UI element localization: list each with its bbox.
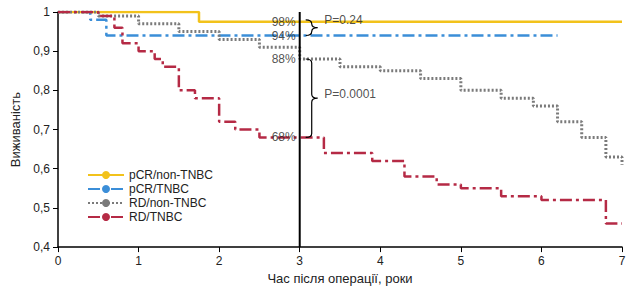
svg-text:0: 0 [55, 254, 62, 268]
svg-text:Виживаність: Виживаність [8, 92, 23, 167]
svg-text:4: 4 [377, 254, 384, 268]
svg-text:1: 1 [43, 5, 50, 19]
svg-text:P=0.24: P=0.24 [324, 13, 363, 27]
svg-text:0,4: 0,4 [33, 240, 50, 254]
svg-text:2: 2 [216, 254, 223, 268]
svg-text:5: 5 [458, 254, 465, 268]
svg-text:P=0.0001: P=0.0001 [324, 87, 376, 101]
svg-text:pCR/non-TNBC: pCR/non-TNBC [129, 168, 213, 182]
svg-text:RD/non-TNBC: RD/non-TNBC [129, 196, 207, 210]
svg-text:3: 3 [296, 254, 303, 268]
svg-text:98%: 98% [272, 15, 296, 29]
svg-text:RD/TNBC: RD/TNBC [129, 210, 183, 224]
svg-text:0,7: 0,7 [33, 123, 50, 137]
svg-text:0,6: 0,6 [33, 162, 50, 176]
svg-text:1: 1 [135, 254, 142, 268]
svg-text:68%: 68% [272, 130, 296, 144]
svg-text:7: 7 [619, 254, 626, 268]
svg-text:94%: 94% [272, 29, 296, 43]
svg-text:0,8: 0,8 [33, 83, 50, 97]
svg-text:0,5: 0,5 [33, 201, 50, 215]
svg-text:Час після операції, роки: Час після операції, роки [267, 271, 412, 286]
svg-text:6: 6 [538, 254, 545, 268]
svg-text:0,9: 0,9 [33, 44, 50, 58]
svg-text:pCR/TNBC: pCR/TNBC [129, 182, 189, 196]
svg-text:88%: 88% [272, 52, 296, 66]
